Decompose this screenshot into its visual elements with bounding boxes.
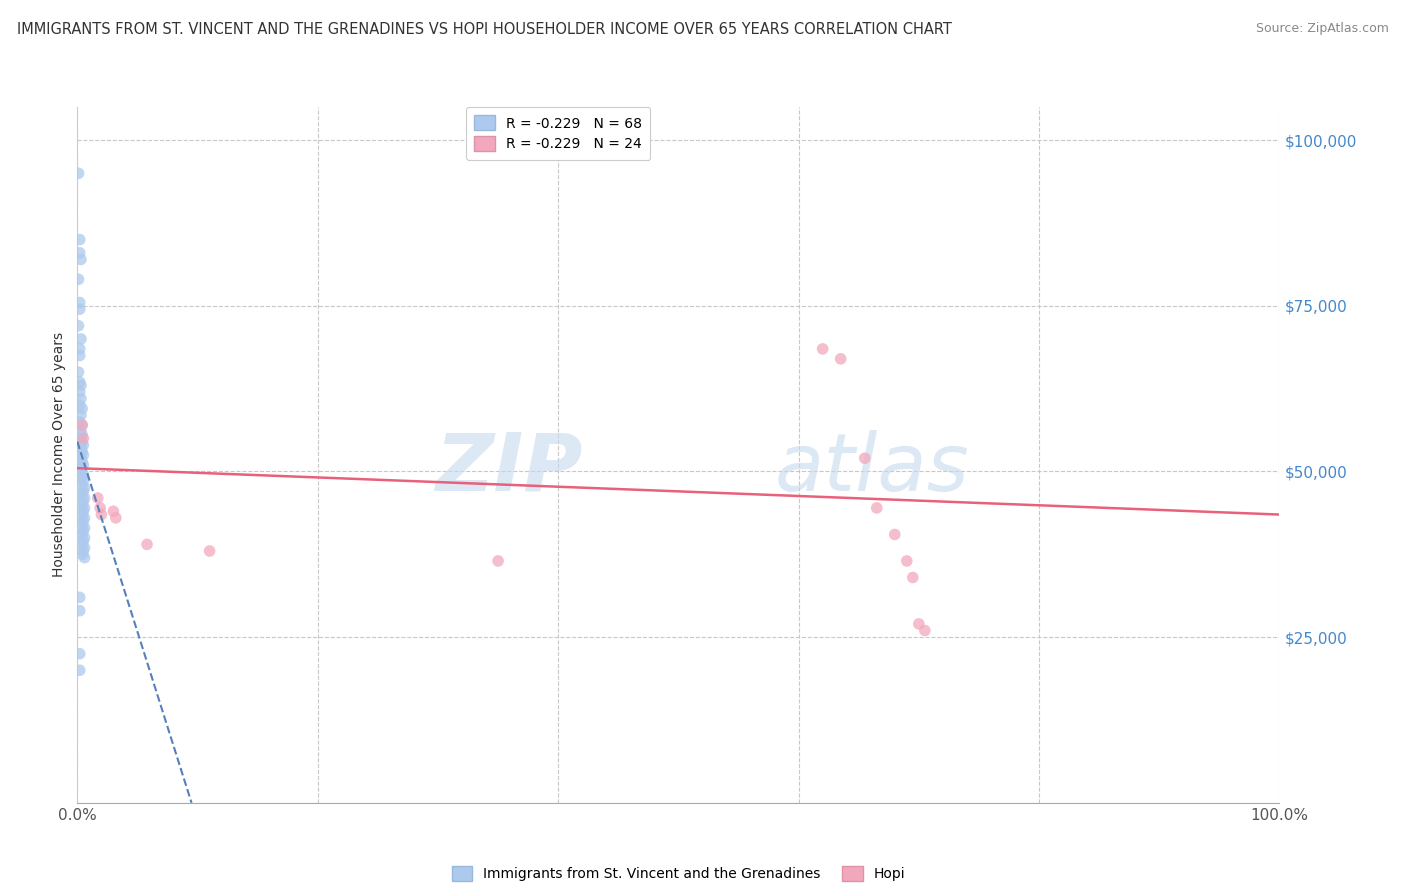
Point (853, 451, 876, 466)
Point (70, 488, 93, 502)
Point (70, 527, 93, 541)
Point (70, 444, 93, 458)
Point (72, 504, 94, 518)
Point (72, 467, 94, 482)
Point (69, 604, 91, 618)
Point (883, 527, 905, 541)
Point (70, 418, 93, 433)
Point (103, 504, 125, 518)
Point (72, 484, 94, 499)
Point (70, 408, 93, 422)
Point (73, 531, 96, 545)
Point (72, 475, 94, 489)
Point (70, 378, 93, 392)
Point (72, 438, 94, 452)
Point (104, 511, 127, 525)
Point (69, 384, 91, 399)
Point (72, 448, 94, 462)
Point (72, 534, 94, 549)
Point (67, 166, 90, 180)
Point (830, 351, 852, 366)
Point (69, 663, 91, 677)
Point (87, 491, 110, 505)
Point (70, 252, 93, 267)
Point (69, 349, 91, 363)
Text: atlas: atlas (775, 430, 969, 508)
Y-axis label: Householder Income Over 65 years: Householder Income Over 65 years (52, 333, 66, 577)
Text: IMMIGRANTS FROM ST. VINCENT AND THE GRENADINES VS HOPI HOUSEHOLDER INCOME OVER 6: IMMIGRANTS FROM ST. VINCENT AND THE GREN… (17, 22, 952, 37)
Point (70, 418, 93, 433)
Point (901, 570, 924, 584)
Legend: Immigrants from St. Vincent and the Grenadines, Hopi: Immigrants from St. Vincent and the Gren… (446, 860, 911, 887)
Point (73, 521, 96, 535)
Point (69, 302, 91, 317)
Point (69, 245, 91, 260)
Point (73, 511, 96, 525)
Point (69, 342, 91, 356)
Point (70, 498, 93, 512)
Point (69, 591, 91, 605)
Point (70, 547, 93, 561)
Point (70, 401, 93, 416)
Point (70, 442, 93, 456)
Point (69, 415, 91, 429)
Point (70, 431, 93, 445)
Point (70, 451, 93, 466)
Point (69, 375, 91, 389)
Point (89, 500, 111, 515)
Point (69, 233, 91, 247)
Point (811, 342, 834, 356)
Point (72, 458, 94, 472)
Point (69, 398, 91, 412)
Point (70, 537, 93, 551)
Point (72, 494, 94, 508)
Point (70, 425, 93, 439)
Point (70, 461, 93, 475)
Point (70, 454, 93, 468)
Point (73, 491, 96, 505)
Point (73, 500, 96, 515)
Point (67, 365, 90, 379)
Point (70, 517, 93, 532)
Point (70, 465, 93, 479)
Point (896, 554, 918, 568)
Point (70, 332, 93, 346)
Point (70, 392, 93, 406)
Point (69, 647, 91, 661)
Point (67, 318, 90, 333)
Text: ZIP: ZIP (434, 430, 582, 508)
Point (198, 544, 221, 558)
Point (72, 514, 94, 528)
Point (914, 624, 936, 638)
Point (70, 471, 93, 485)
Point (73, 541, 96, 555)
Point (70, 508, 93, 522)
Point (866, 500, 889, 515)
Point (69, 295, 91, 310)
Point (90, 508, 112, 522)
Point (70, 477, 93, 491)
Point (136, 537, 159, 551)
Point (73, 481, 96, 495)
Point (486, 554, 509, 568)
Point (70, 428, 93, 442)
Point (72, 524, 94, 538)
Point (72, 431, 94, 445)
Point (908, 616, 931, 631)
Point (67, 272, 90, 286)
Text: Source: ZipAtlas.com: Source: ZipAtlas.com (1256, 22, 1389, 36)
Point (72, 544, 94, 558)
Point (73, 550, 96, 565)
Point (70, 434, 93, 449)
